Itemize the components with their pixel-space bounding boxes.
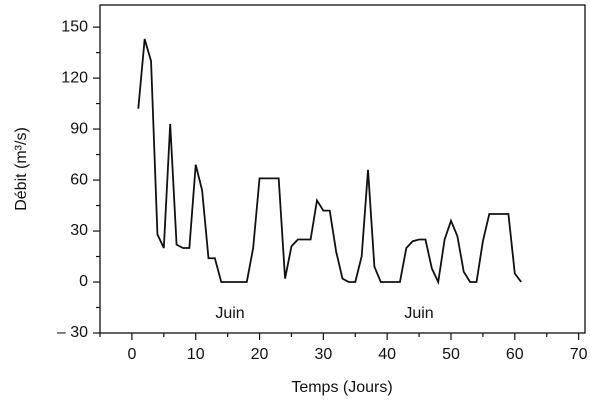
x-tick-label: 60 <box>506 346 524 363</box>
annotation: Juin <box>215 305 244 322</box>
x-tick-label: 70 <box>570 346 588 363</box>
y-tick-label: 120 <box>61 69 88 86</box>
y-tick-label: 90 <box>70 120 88 137</box>
y-tick-label: 0 <box>79 273 88 290</box>
x-tick-label: 0 <box>127 346 136 363</box>
y-tick-label: 30 <box>70 222 88 239</box>
plot-frame <box>99 4 586 334</box>
x-tick-label: 50 <box>442 346 460 363</box>
y-tick-label: 60 <box>70 171 88 188</box>
x-axis-label: Temps (Jours) <box>291 379 392 396</box>
y-tick-label: – 30 <box>57 324 88 341</box>
y-tick-label: 150 <box>61 18 88 35</box>
x-tick-label: 30 <box>314 346 332 363</box>
x-tick-label: 20 <box>251 346 269 363</box>
annotation: Juin <box>404 305 433 322</box>
data-line <box>137 38 522 286</box>
y-axis-label: Débit (m³/s) <box>13 127 30 211</box>
x-tick-label: 10 <box>187 346 205 363</box>
x-tick-label: 40 <box>378 346 396 363</box>
